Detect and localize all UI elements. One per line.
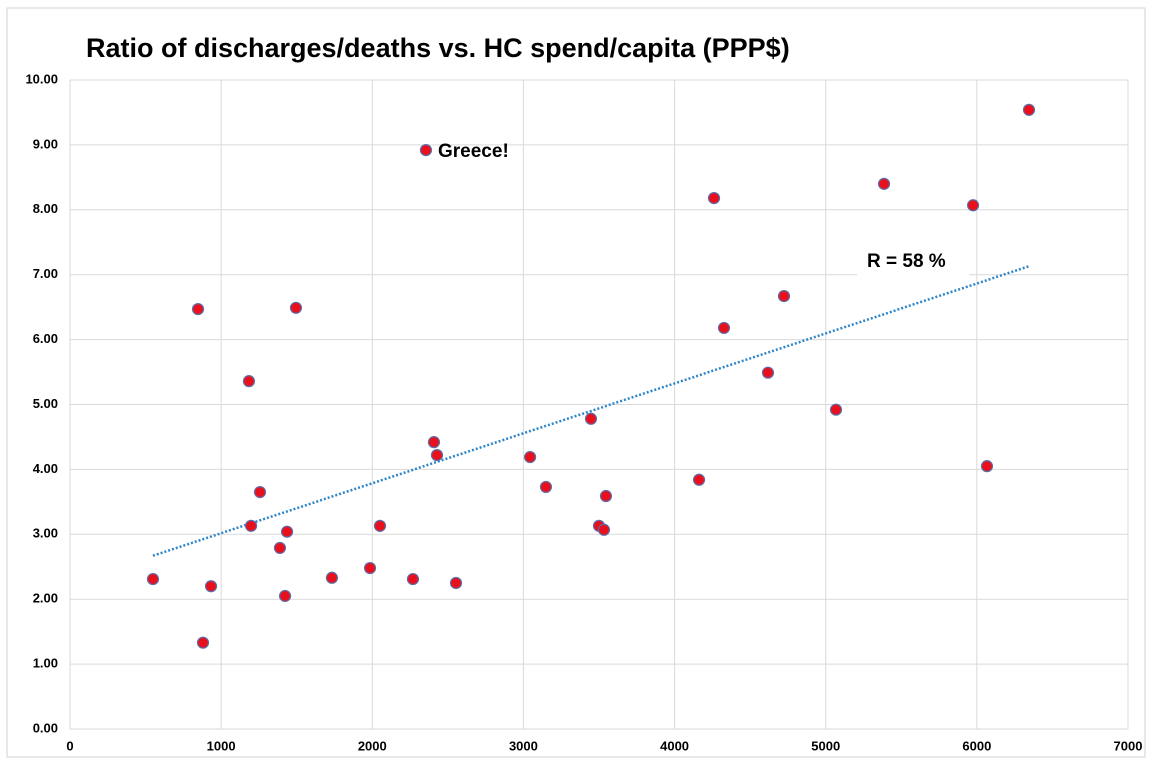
y-tick-label: 7.00 xyxy=(33,266,58,281)
scatter-point xyxy=(427,436,441,449)
y-tick-label: 5.00 xyxy=(33,396,58,411)
annotation-bg xyxy=(857,246,969,276)
x-tick-label: 4000 xyxy=(660,738,689,753)
scatter-point xyxy=(244,519,258,532)
scatter-point xyxy=(196,636,210,649)
scatter-point xyxy=(242,375,256,388)
y-tick-label: 8.00 xyxy=(33,201,58,216)
scatter-point xyxy=(877,177,891,190)
scatter-point xyxy=(1022,103,1036,116)
scatter-point xyxy=(363,561,377,575)
x-tick-label: 0 xyxy=(66,738,73,753)
scatter-point xyxy=(325,571,339,584)
scatter-point xyxy=(253,486,267,499)
x-tick-label: 3000 xyxy=(509,738,538,753)
x-tick-label: 5000 xyxy=(811,738,840,753)
scatter-point xyxy=(430,449,444,462)
y-tick-label: 1.00 xyxy=(33,656,58,671)
x-tick-label: 2000 xyxy=(358,738,387,753)
scatter-point xyxy=(278,589,292,603)
scatter-point xyxy=(449,576,463,590)
scatter-point xyxy=(829,403,843,416)
scatter-point xyxy=(146,572,160,586)
scatter-point xyxy=(777,290,791,303)
scatter-point xyxy=(717,321,731,335)
annotation: R = 58 % xyxy=(867,251,946,272)
y-tick-label: 4.00 xyxy=(33,461,58,476)
y-tick-label: 9.00 xyxy=(33,136,58,151)
scatter-point xyxy=(191,302,205,316)
annotation: Greece! xyxy=(438,141,509,162)
chart-title: Ratio of discharges/deaths vs. HC spend/… xyxy=(86,33,790,63)
x-tick-label: 7000 xyxy=(1114,738,1143,753)
scatter-point xyxy=(204,580,218,593)
x-tick-label: 1000 xyxy=(207,738,236,753)
scatter-point xyxy=(966,199,980,212)
scatter-point xyxy=(980,460,994,473)
y-tick-label: 10.00 xyxy=(25,71,58,86)
scatter-point xyxy=(406,572,420,586)
scatter-point xyxy=(373,519,387,532)
scatter-point xyxy=(761,366,775,379)
scatter-point xyxy=(692,473,706,486)
scatter-point xyxy=(597,523,611,536)
scatter-point xyxy=(539,480,553,494)
y-tick-label: 3.00 xyxy=(33,526,58,541)
scatter-point xyxy=(584,412,598,425)
y-tick-label: 2.00 xyxy=(33,591,58,606)
y-tick-label: 0.00 xyxy=(33,720,58,735)
chart-frame xyxy=(6,7,1146,758)
trendline xyxy=(152,265,1030,557)
scatter-point xyxy=(419,143,433,157)
scatter-point xyxy=(523,450,537,464)
x-tick-label: 6000 xyxy=(962,738,991,753)
scatter-point xyxy=(280,525,294,538)
scatter-point xyxy=(707,192,721,205)
scatter-point xyxy=(289,301,303,314)
scatter-point xyxy=(599,489,613,503)
scatter-point xyxy=(273,541,287,555)
y-tick-label: 6.00 xyxy=(33,331,58,346)
